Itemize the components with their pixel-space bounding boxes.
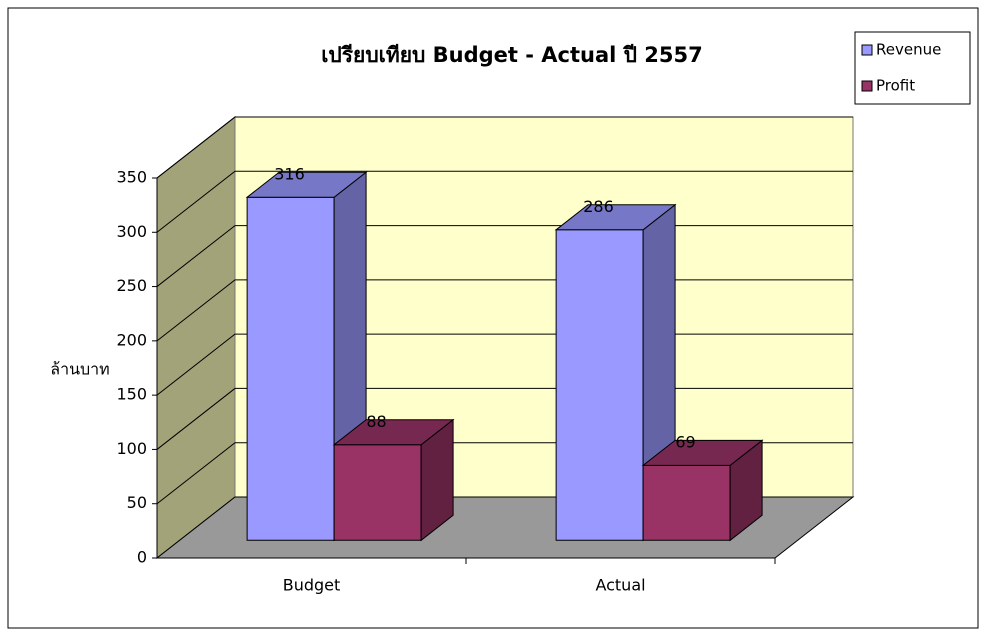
y-tick-label: 200 [116, 330, 147, 349]
y-tick-label: 50 [127, 493, 147, 512]
x-tick-label: Budget [283, 576, 341, 595]
y-tick-label: 150 [116, 385, 147, 404]
grid-line [156, 116, 853, 179]
bar-top [245, 171, 368, 198]
bar-top [554, 204, 677, 231]
side-wall [156, 115, 236, 560]
legend [854, 31, 971, 105]
y-tick-label: 350 [116, 168, 147, 187]
chart-title: เปรียบเทียบ Budget - Actual ปี 2557 [321, 43, 703, 67]
bar-front [642, 464, 731, 541]
y-tick-label: 100 [116, 439, 147, 458]
bar-front [246, 196, 335, 541]
legend-label: Revenue [876, 41, 941, 59]
legend-swatch [861, 80, 873, 92]
y-tick-label: 300 [116, 222, 147, 241]
data-label: 316 [274, 164, 305, 183]
legend-label: Profit [876, 77, 915, 95]
data-label: 88 [366, 412, 386, 431]
legend-swatch [861, 44, 873, 56]
y-tick-label: 250 [116, 276, 147, 295]
bar-top [332, 419, 455, 446]
data-label: 69 [675, 433, 695, 452]
x-tick-label: Actual [595, 576, 645, 595]
grid-line [156, 170, 853, 233]
data-label: 286 [583, 197, 614, 216]
bar-front [333, 444, 422, 541]
bar-front [555, 229, 644, 541]
bar-top [641, 439, 764, 466]
y-tick-label: 0 [137, 548, 147, 567]
y-axis-label: ล้านบาท [50, 360, 109, 379]
